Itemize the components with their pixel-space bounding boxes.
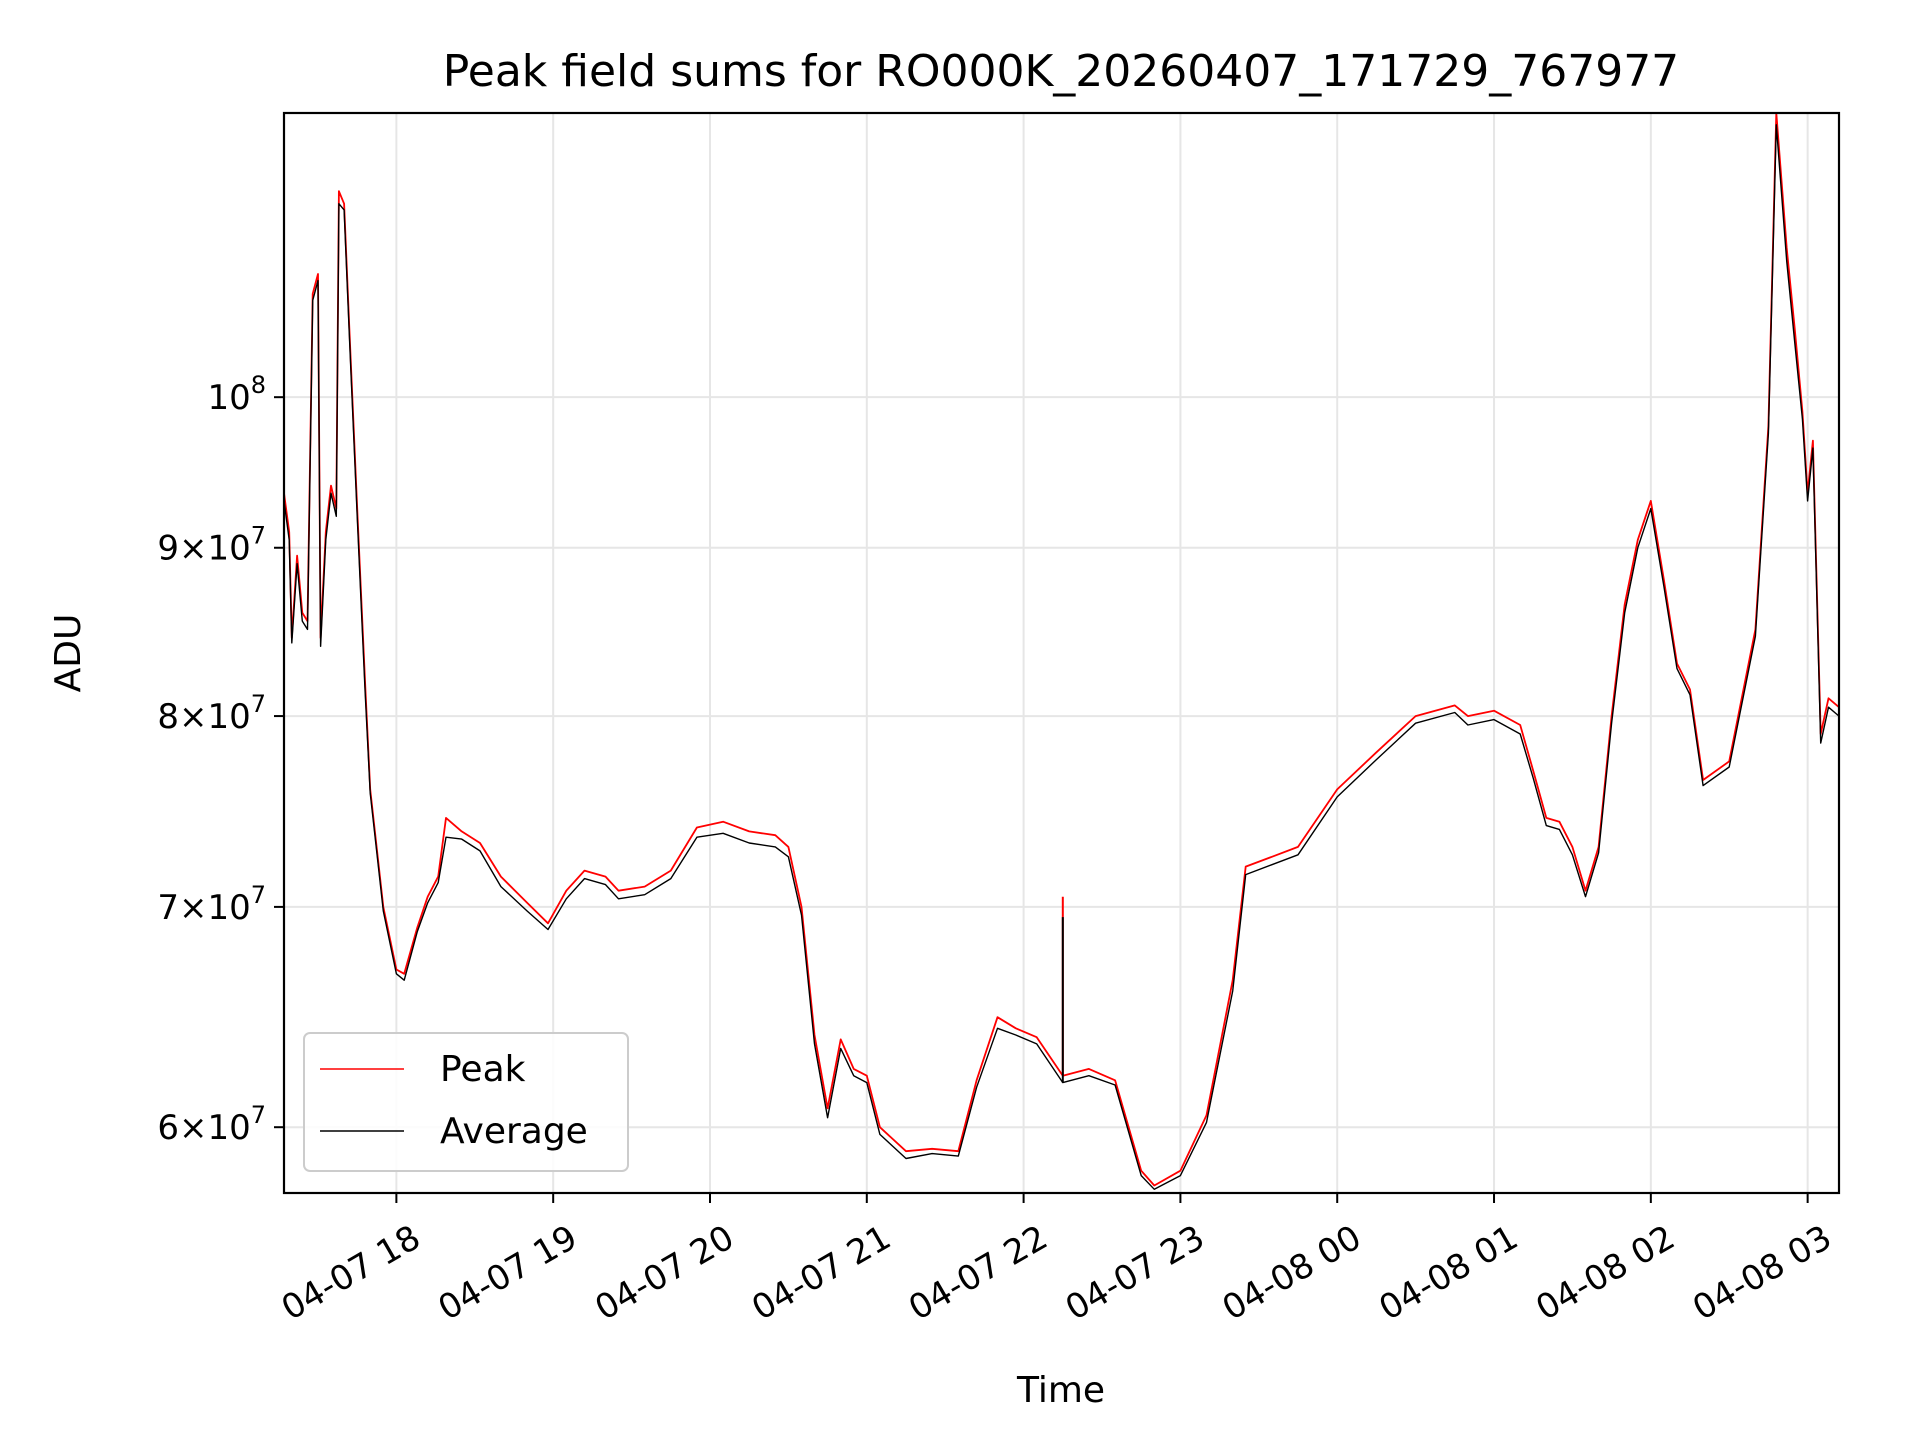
y-axis-ticks: 6×107 7×107 8×107 9×107 108 — [157, 371, 284, 1148]
legend: Peak Average — [303, 1032, 629, 1172]
y-tick-label: 9×107 — [157, 522, 266, 569]
y-tick-label: 108 — [207, 371, 266, 418]
plot-frame — [282, 111, 1841, 1195]
legend-label-average: Average — [440, 1111, 588, 1152]
y-tick-label: 7×107 — [157, 881, 266, 928]
series-lines — [283, 112, 1840, 1190]
y-axis-label: ADU — [48, 614, 89, 693]
y-tick-label: 8×107 — [157, 690, 266, 737]
chart-title: Peak field sums for RO000K_20260407_1717… — [443, 46, 1679, 97]
y-tick-label: 6×107 — [157, 1101, 266, 1148]
series-line-average — [283, 124, 1840, 1190]
x-axis-label: Time — [1016, 1370, 1105, 1411]
legend-box — [303, 1032, 629, 1172]
legend-label-peak: Peak — [440, 1049, 526, 1090]
